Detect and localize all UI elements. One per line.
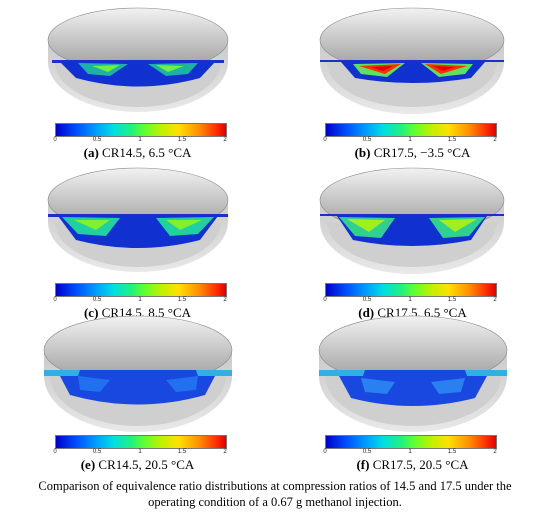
piston-bowl-image-c: [47, 167, 229, 272]
colorbar-tick: 0.5: [92, 449, 102, 455]
colorbar-tick: 1.5: [177, 297, 187, 303]
colorbar-tick: 2: [223, 297, 227, 303]
panel-c: 0 0.5 1 1.5 2 (c) CR14.5, 8.5 °CA: [0, 160, 275, 330]
panel-letter: (c): [83, 305, 99, 320]
panel-label: CR14.5, 20.5 °CA: [98, 457, 195, 472]
panel-f: 0 0.5 1 1.5 2 (f) CR17.5, 20.5 °CA: [275, 310, 550, 480]
colorbar-tick: 1: [138, 297, 142, 303]
panel-label: CR17.5, 20.5 °CA: [372, 457, 469, 472]
colorbar-tick: 2: [493, 449, 497, 455]
piston-bowl-image-b: [319, 7, 505, 114]
colorbar-a: [55, 123, 227, 137]
colorbar-tick: 2: [493, 297, 497, 303]
colorbar-tick: 1: [138, 137, 142, 143]
colorbar-tick: 1.5: [177, 137, 187, 143]
panel-label: CR17.5, −3.5 °CA: [373, 145, 471, 160]
colorbar-tick: 0: [53, 449, 57, 455]
colorbar-tick: 1: [408, 297, 412, 303]
colorbar-tick: 1: [138, 449, 142, 455]
panel-letter: (a): [83, 145, 99, 160]
colorbar-tick: 2: [223, 449, 227, 455]
piston-bowl-image-f: [318, 315, 508, 432]
piston-bowl-image-e: [43, 315, 233, 432]
colorbar-tick: 1: [408, 449, 412, 455]
panel-a: 0 0.5 1 1.5 2 (a) CR14.5, 6.5 °CA: [0, 0, 275, 170]
colorbar-tick: 0.5: [92, 297, 102, 303]
colorbar-c: [55, 283, 227, 297]
colorbar-tick: 2: [223, 137, 227, 143]
panel-caption-a: (a) CR14.5, 6.5 °CA: [0, 145, 275, 161]
colorbar-tick: 1.5: [177, 449, 187, 455]
colorbar-tick: 0.5: [362, 449, 372, 455]
panel-e: 0 0.5 1 1.5 2 (e) CR14.5, 20.5 °CA: [0, 310, 275, 480]
figure-caption-line: Comparison of equivalence ratio distribu…: [38, 479, 512, 493]
colorbar-tick: 0: [323, 137, 327, 143]
panel-b: 0 0.5 1 1.5 2 (b) CR17.5, −3.5 °CA: [275, 0, 550, 170]
panel-caption-b: (b) CR17.5, −3.5 °CA: [275, 145, 550, 161]
colorbar-tick: 0: [323, 449, 327, 455]
panel-caption-e: (e) CR14.5, 20.5 °CA: [0, 457, 275, 473]
colorbar-d: [325, 283, 497, 297]
colorbar-tick: 0: [323, 297, 327, 303]
colorbar-e: [55, 435, 227, 449]
colorbar-tick: 1.5: [447, 449, 457, 455]
colorbar-tick: 1.5: [447, 137, 457, 143]
panel-letter: (f): [356, 457, 370, 472]
colorbar-tick: 0: [53, 137, 57, 143]
piston-bowl-image-a: [47, 7, 229, 112]
panel-letter: (e): [80, 457, 96, 472]
colorbar-tick: 1: [408, 137, 412, 143]
colorbar-tick: 0.5: [362, 297, 372, 303]
panel-d: 0 0.5 1 1.5 2 (d) CR17.5, 6.5 °CA: [275, 160, 550, 330]
colorbar-tick: 0.5: [362, 137, 372, 143]
figure-caption: Comparison of equivalence ratio distribu…: [0, 478, 550, 510]
colorbar-tick: 0.5: [92, 137, 102, 143]
colorbar-tick: 2: [493, 137, 497, 143]
colorbar-b: [325, 123, 497, 137]
piston-bowl-image-d: [319, 167, 505, 274]
colorbar-f: [325, 435, 497, 449]
panel-letter: (d): [358, 305, 375, 320]
colorbar-tick: 0: [53, 297, 57, 303]
panel-caption-f: (f) CR17.5, 20.5 °CA: [275, 457, 550, 473]
figure-caption-line: operating condition of a 0.67 g methanol…: [148, 495, 402, 509]
panel-label: CR14.5, 6.5 °CA: [102, 145, 192, 160]
panel-letter: (b): [354, 145, 371, 160]
colorbar-tick: 1.5: [447, 297, 457, 303]
